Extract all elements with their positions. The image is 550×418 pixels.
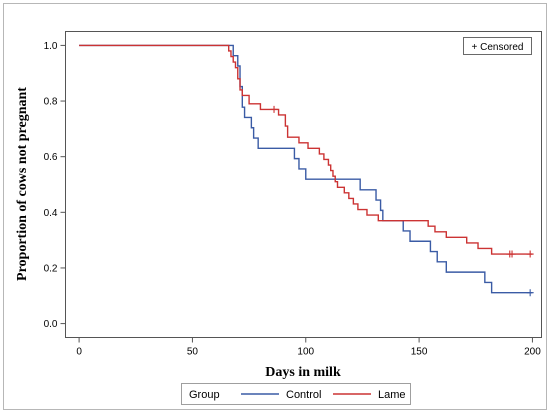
censored-legend-box [463, 37, 532, 55]
plot-area [65, 31, 542, 338]
legend-label-lame: Lame [378, 389, 406, 401]
series-line-control [79, 44, 533, 294]
y-tick-label: 0.6 [44, 152, 58, 163]
censor-mark-lame [270, 105, 278, 113]
y-tick-label: 0.4 [44, 208, 58, 219]
censor-mark-control [526, 289, 534, 297]
y-tick-label: 0.2 [44, 263, 58, 274]
figure-border [3, 3, 547, 410]
x-axis-ticks: 0 50 100 150 200 [76, 337, 541, 358]
y-tick-label: 0.8 [44, 97, 58, 108]
censor-mark-lame [508, 250, 516, 258]
group-legend: Group Control Lame [181, 383, 411, 405]
x-tick-label: 50 [187, 347, 199, 358]
x-axis-title: Days in milk [265, 365, 341, 380]
legend-label-control: Control [286, 389, 321, 401]
x-tick-label: 200 [524, 347, 541, 358]
y-tick-label: 0.0 [44, 319, 58, 330]
y-tick-label: 1.0 [44, 41, 58, 52]
y-axis-title: Proportion of cows not pregnant [15, 87, 30, 281]
x-tick-label: 150 [411, 347, 428, 358]
series-layer [79, 44, 533, 294]
censored-legend-text: + Censored [472, 42, 524, 53]
censored-legend: + Censored [463, 37, 532, 55]
x-tick-label: 0 [76, 347, 82, 358]
censor-mark-lame [526, 250, 534, 258]
y-axis-ticks: 0.0 0.2 0.4 0.6 0.8 1.0 [44, 41, 66, 330]
group-legend-title: Group [189, 389, 220, 401]
x-tick-label: 100 [297, 347, 314, 358]
censor-marks [270, 105, 534, 297]
group-legend-box [181, 383, 411, 405]
series-line-lame [79, 44, 533, 255]
